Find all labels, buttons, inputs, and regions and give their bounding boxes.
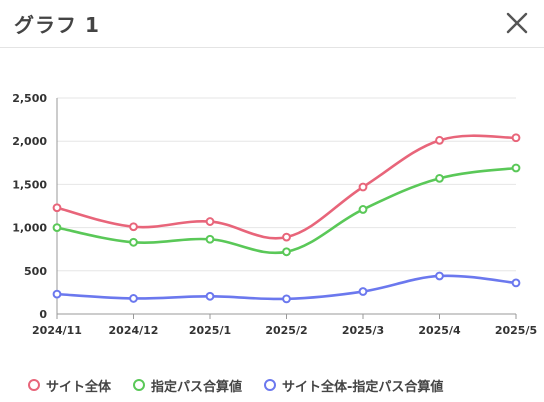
chart-grid (56, 97, 516, 315)
data-point[interactable] (435, 135, 444, 145)
legend-label: 指定パス合算値 (151, 379, 243, 395)
data-point[interactable] (282, 247, 291, 257)
x-tick-label: 2024/12 (109, 324, 159, 337)
data-point[interactable] (52, 223, 62, 233)
data-point[interactable] (205, 291, 215, 301)
data-point[interactable] (282, 294, 291, 304)
chart-legend: サイト全体 指定パス合算値 サイト全体-指定パス合算値 (0, 372, 544, 398)
data-point[interactable] (52, 289, 62, 299)
data-point[interactable] (511, 133, 521, 143)
x-tick-label: 2025/5 (495, 324, 537, 337)
data-point[interactable] (358, 205, 368, 214)
legend-label: サイト全体 (46, 379, 112, 395)
series-3 (52, 271, 521, 304)
chart-series (52, 133, 521, 304)
data-point[interactable] (435, 271, 444, 281)
x-tick-label: 2025/4 (418, 324, 461, 337)
y-tick-label: 2,500 (12, 92, 47, 105)
series-1 (52, 133, 521, 242)
x-tick-label: 2025/2 (265, 324, 307, 337)
data-point[interactable] (205, 217, 215, 226)
legend-marker-icon (28, 379, 40, 391)
data-point[interactable] (511, 278, 521, 288)
x-tick-label: 2024/11 (32, 324, 82, 337)
data-point[interactable] (282, 232, 291, 242)
data-point[interactable] (52, 203, 62, 213)
close-icon[interactable] (502, 8, 532, 38)
data-point[interactable] (205, 234, 215, 244)
y-tick-label: 500 (24, 265, 47, 278)
data-point[interactable] (129, 222, 138, 232)
y-tick-label: 0 (39, 308, 47, 321)
y-axis-ticks: 0 500 1,000 1,500 2,000 2,500 (12, 92, 47, 321)
x-tick-label: 2025/1 (189, 324, 231, 337)
legend-label: サイト全体-指定パス合算値 (282, 379, 444, 395)
legend-item-3[interactable]: サイト全体-指定パス合算値 (264, 376, 443, 395)
chart-header: グラフ 1 (0, 0, 544, 48)
data-point[interactable] (358, 287, 368, 296)
legend-marker-icon (264, 379, 277, 391)
legend-marker-icon (133, 379, 146, 391)
chart-title: グラフ 1 (14, 13, 100, 37)
series-line (56, 134, 517, 240)
data-point[interactable] (358, 182, 368, 192)
data-point[interactable] (511, 163, 521, 173)
legend-item-2[interactable]: 指定パス合算値 (133, 376, 242, 395)
y-tick-label: 2,000 (12, 135, 47, 148)
data-point[interactable] (129, 237, 138, 247)
x-tick-label: 2025/3 (342, 324, 384, 337)
x-axis-ticks: 2024/11 2024/12 2025/1 2025/2 2025/3 2025/4 20… (32, 314, 537, 337)
series-2 (52, 163, 521, 257)
y-tick-label: 1,500 (12, 178, 47, 191)
data-point[interactable] (435, 173, 444, 183)
data-point[interactable] (129, 294, 138, 303)
legend-item-1[interactable]: サイト全体 (28, 376, 111, 395)
y-tick-label: 1,000 (12, 222, 47, 235)
